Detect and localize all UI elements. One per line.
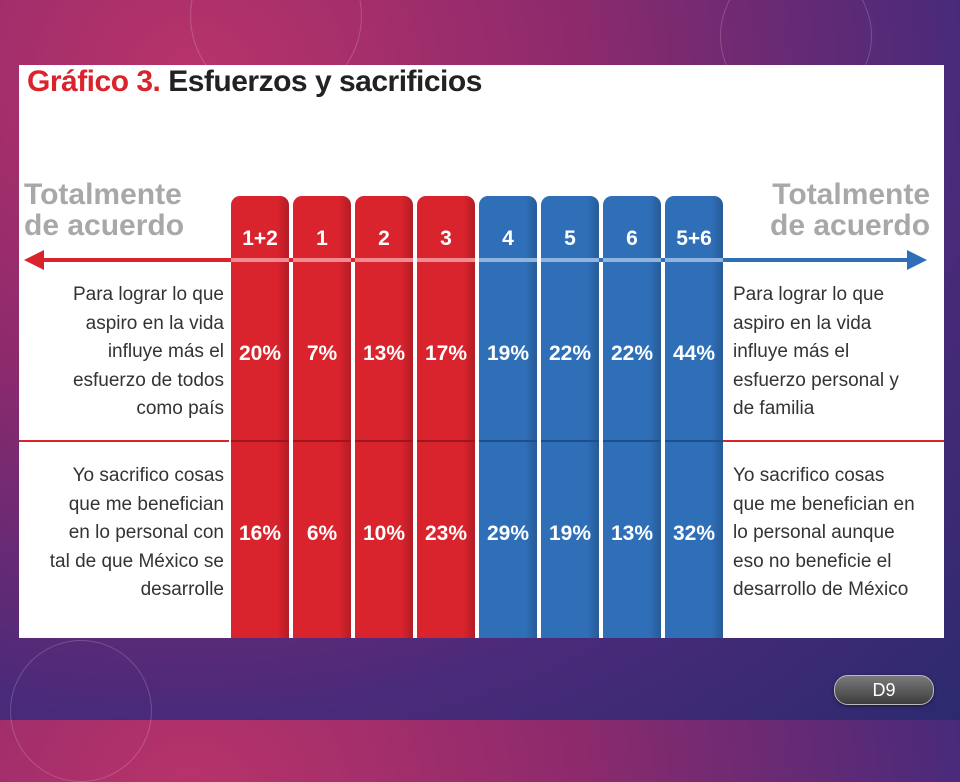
scale-left-label: Totalmente de acuerdo xyxy=(24,179,184,241)
scale-left-label-line: Totalmente xyxy=(24,178,182,211)
value-label: 22% xyxy=(548,342,592,365)
scale-left-label-line: de acuerdo xyxy=(24,209,185,242)
row-divider-left xyxy=(19,440,229,442)
value-label: 16% xyxy=(238,522,282,545)
value-label: 44% xyxy=(672,342,716,365)
value-label: 32% xyxy=(672,522,716,545)
value-label: 19% xyxy=(548,522,592,545)
statement-line: esfuerzo personal y xyxy=(733,369,899,391)
category-label: 3 xyxy=(440,227,452,250)
bar-column-7: 6 22% 13% xyxy=(603,196,661,638)
category-label: 5 xyxy=(564,227,576,250)
bar-column-6: 5 22% 19% xyxy=(541,196,599,638)
value-label: 7% xyxy=(306,342,338,365)
category-label: 2 xyxy=(378,227,390,250)
statement-line: lo personal aunque xyxy=(733,522,895,543)
scale-right-label-line: Totalmente xyxy=(772,178,931,211)
arrow-right-line xyxy=(584,258,914,262)
statement-line: eso no beneficie el xyxy=(733,550,892,572)
category-label: 4 xyxy=(502,227,514,250)
chart-panel: Gráfico 3. Esfuerzos y sacrificios Total… xyxy=(19,65,944,638)
bar-column-4: 3 17% 23% xyxy=(417,196,475,638)
value-label: 20% xyxy=(238,342,282,365)
bar-row-divider xyxy=(603,440,661,442)
bar-row-divider xyxy=(417,440,475,442)
value-label: 22% xyxy=(610,342,654,365)
statement-line: Para lograr lo que xyxy=(72,284,224,305)
statement-line: de familia xyxy=(733,398,815,419)
row1-left-statement: Para lograr lo que aspiro en la vida inf… xyxy=(19,281,224,424)
value-label: 17% xyxy=(424,342,468,365)
value-label: 29% xyxy=(486,522,530,545)
bar-arrow-line xyxy=(231,258,289,262)
bar-column-8: 5+6 44% 32% xyxy=(665,196,723,638)
bar-row-divider xyxy=(541,440,599,442)
scale-right-label-line: de acuerdo xyxy=(770,209,931,242)
bar-row-divider xyxy=(665,440,723,442)
bar-column-1: 1+2 20% 16% xyxy=(231,196,289,638)
bar-arrow-line xyxy=(355,258,413,262)
bar-row-divider xyxy=(355,440,413,442)
bar-column-5: 4 19% 29% xyxy=(479,196,537,638)
statement-line: influye más el xyxy=(107,341,224,362)
arrow-left-head xyxy=(24,250,44,270)
value-label: 13% xyxy=(362,342,406,365)
category-label: 1+2 xyxy=(242,227,278,250)
value-label: 13% xyxy=(610,522,654,545)
value-label: 6% xyxy=(306,522,338,545)
statement-line: aspiro en la vida xyxy=(733,312,872,334)
bar-row-divider xyxy=(231,440,289,442)
bar-column-3: 2 13% 10% xyxy=(355,196,413,638)
category-label: 5+6 xyxy=(676,227,712,250)
statement-line: desarrolle xyxy=(140,579,224,600)
bar-arrow-line xyxy=(479,258,537,262)
value-label: 19% xyxy=(486,342,530,365)
value-label: 23% xyxy=(424,522,468,545)
statement-line: aspiro en la vida xyxy=(85,312,224,334)
category-label: 1 xyxy=(316,227,328,250)
arrow-right-head xyxy=(907,250,927,270)
statement-line: Para lograr lo que xyxy=(733,284,885,305)
bar-column-2: 1 7% 6% xyxy=(293,196,351,638)
category-label: 6 xyxy=(626,227,638,250)
bar-row-divider xyxy=(479,440,537,442)
bar-arrow-line xyxy=(541,258,599,262)
statement-line: que me benefician en xyxy=(733,493,915,515)
statement-line: en lo personal con xyxy=(68,522,224,543)
background-circle-decoration xyxy=(10,640,152,782)
statement-line: tal de que México se xyxy=(49,550,224,572)
arrow-left-line xyxy=(39,258,364,262)
bar-arrow-line xyxy=(417,258,475,262)
statement-line: que me benefician xyxy=(68,493,224,515)
bar-arrow-line xyxy=(293,258,351,262)
chart-title: Gráfico 3. Esfuerzos y sacrificios xyxy=(27,65,482,99)
chart-title-prefix: Gráfico 3. xyxy=(27,65,161,98)
chart-title-text: Esfuerzos y sacrificios xyxy=(168,65,482,98)
bar-arrow-line xyxy=(665,258,723,262)
statement-line: Yo sacrifico cosas xyxy=(72,465,224,486)
statement-line: desarrollo de México xyxy=(733,579,909,600)
scale-right-label: Totalmente de acuerdo xyxy=(770,179,930,241)
row2-left-statement: Yo sacrifico cosas que me benefician en … xyxy=(19,462,224,605)
bar-arrow-line xyxy=(603,258,661,262)
row-divider-right xyxy=(719,440,944,442)
statement-line: esfuerzo de todos xyxy=(72,369,224,391)
statement-line: como país xyxy=(136,398,224,419)
statement-line: Yo sacrifico cosas xyxy=(733,465,885,486)
value-label: 10% xyxy=(362,522,406,545)
row2-right-statement: Yo sacrifico cosas que me benefician en … xyxy=(733,462,938,605)
slide-number-badge: D9 xyxy=(834,675,934,705)
row1-right-statement: Para lograr lo que aspiro en la vida inf… xyxy=(733,281,938,424)
bar-row-divider xyxy=(293,440,351,442)
statement-line: influye más el xyxy=(733,341,850,362)
